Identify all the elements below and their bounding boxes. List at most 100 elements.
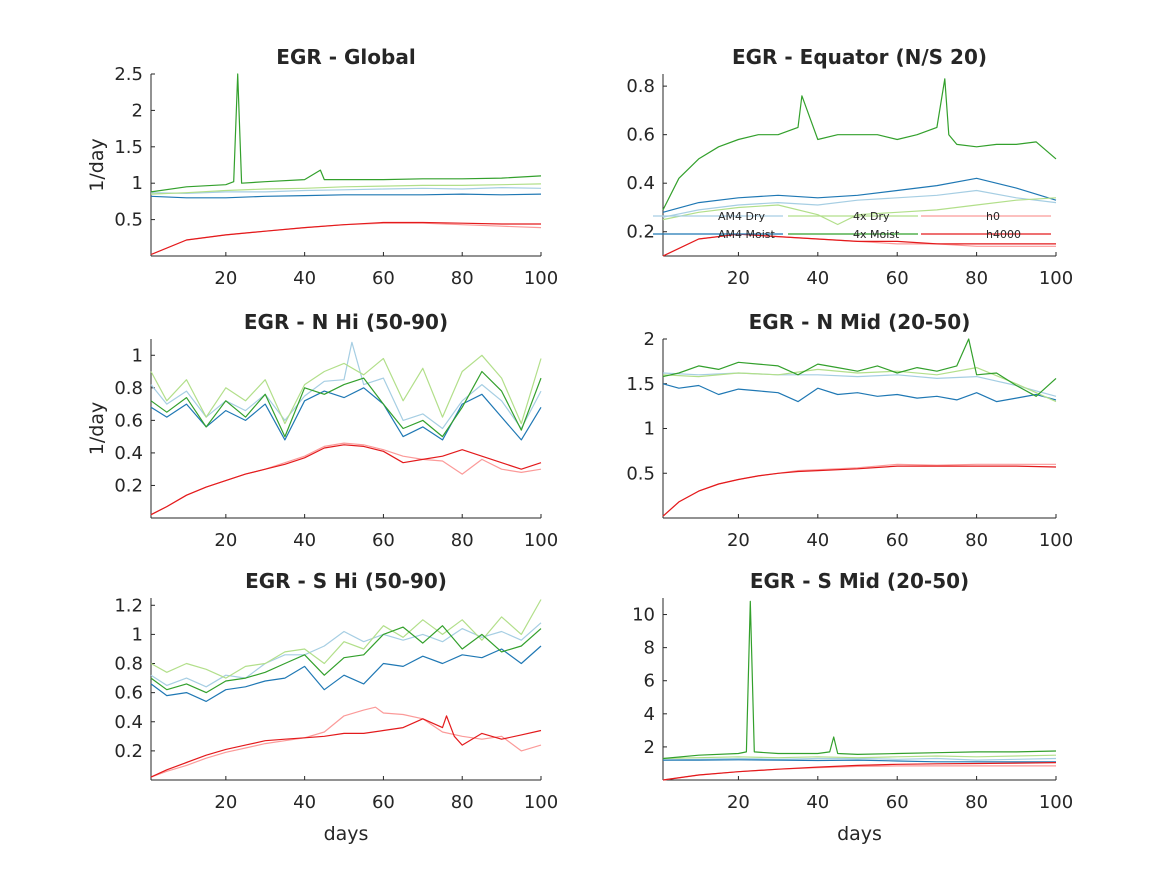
series-line-x4_dry xyxy=(150,354,542,425)
series-line-am4_dry xyxy=(662,757,1057,761)
y-tick-label: 0.8 xyxy=(626,76,655,97)
series-line-x4_dry xyxy=(150,599,542,679)
x-tick-label: 60 xyxy=(372,792,395,813)
y-tick-label: 1.5 xyxy=(114,137,143,158)
series-line-h4000 xyxy=(662,233,1056,257)
legend-label: AM4 Dry xyxy=(718,210,766,223)
y-axis-label: 1/day xyxy=(86,138,108,191)
y-tick-label: 0.2 xyxy=(626,222,655,243)
y-tick-label: 0.6 xyxy=(114,683,143,704)
x-tick-label: 20 xyxy=(727,792,750,813)
x-tick-label: 40 xyxy=(806,792,829,813)
series-line-am4_dry xyxy=(150,622,542,688)
y-tick-label: 2.5 xyxy=(114,64,143,85)
y-tick-label: 1.2 xyxy=(114,595,143,616)
x-tick-label: 40 xyxy=(806,268,829,289)
panel-title: EGR - S Hi (50-90) xyxy=(245,569,447,593)
series-line-am4_dry xyxy=(662,189,1057,218)
panel-nmid: 20 40 60 80 100 0.5 1 1.5 2 EGR - N Mid (20-50) xyxy=(626,310,1073,551)
x-tick-label: 20 xyxy=(214,530,237,551)
x-tick-label: 80 xyxy=(965,792,988,813)
x-tick-label: 100 xyxy=(1039,792,1073,813)
y-tick-label: 0.5 xyxy=(114,210,143,231)
series-line-h0 xyxy=(662,463,1056,517)
series-line-h0 xyxy=(150,222,542,256)
y-tick-label: 1 xyxy=(132,345,143,366)
series-line-am4_moist xyxy=(662,383,1057,403)
x-tick-label: 100 xyxy=(524,530,558,551)
y-tick-label: 2 xyxy=(644,329,655,350)
x-tick-label: 100 xyxy=(1039,268,1073,289)
y-tick-label: 0.8 xyxy=(114,378,143,399)
series-group xyxy=(662,338,1057,517)
series-line-am4_moist xyxy=(663,759,1056,763)
panel-global: 20 40 60 80 100 0.5 1 1.5 2 2.5 EGR - Global 1/day xyxy=(86,45,558,289)
y-tick-label: 0.4 xyxy=(114,712,143,733)
y-tick-label: 2 xyxy=(132,100,143,121)
series-line-h4000 xyxy=(150,715,542,778)
series-line-x4_dry xyxy=(150,183,542,195)
y-tick-label: 1.5 xyxy=(626,374,655,395)
x-tick-label: 60 xyxy=(886,792,909,813)
x-tick-label: 20 xyxy=(214,792,237,813)
x-tick-label: 60 xyxy=(372,530,395,551)
series-group xyxy=(150,599,542,778)
x-tick-label: 40 xyxy=(293,792,316,813)
x-tick-label: 100 xyxy=(524,268,558,289)
series-group xyxy=(150,73,542,256)
x-tick-label: 20 xyxy=(727,530,750,551)
y-axis-label: 1/day xyxy=(86,402,108,455)
x-tick-label: 80 xyxy=(965,530,988,551)
series-group xyxy=(150,341,542,516)
series-line-x4_moist xyxy=(662,600,1057,760)
x-tick-label: 60 xyxy=(886,268,909,289)
series-group xyxy=(662,78,1057,257)
y-tick-label: 0.6 xyxy=(114,410,143,431)
series-line-am4_dry xyxy=(150,187,542,194)
legend-label: AM4 Moist xyxy=(718,228,776,241)
x-tick-label: 40 xyxy=(293,530,316,551)
x-tick-label: 80 xyxy=(451,792,474,813)
y-tick-label: 0.2 xyxy=(114,475,143,496)
x-tick-label: 60 xyxy=(372,268,395,289)
series-line-h4000 xyxy=(150,444,542,516)
y-tick-label: 10 xyxy=(632,605,655,626)
y-tick-label: 0.6 xyxy=(626,125,655,146)
y-tick-label: 1 xyxy=(132,624,143,645)
y-tick-label: 0.8 xyxy=(114,654,143,675)
y-tick-label: 8 xyxy=(644,638,655,659)
series-line-am4_moist xyxy=(150,193,542,199)
series-line-x4_dry xyxy=(662,367,1057,403)
y-tick-label: 2 xyxy=(644,737,655,758)
series-line-h4000 xyxy=(662,762,1057,781)
x-tick-label: 20 xyxy=(214,268,237,289)
panel-title: EGR - N Mid (20-50) xyxy=(749,310,971,334)
series-line-x4_dry xyxy=(662,754,1057,760)
series-line-am4_dry xyxy=(150,341,542,430)
series-line-h4000 xyxy=(662,465,1057,517)
x-tick-label: 80 xyxy=(451,268,474,289)
panel-title: EGR - S Mid (20-50) xyxy=(750,569,969,593)
legend-label: h0 xyxy=(986,210,1000,223)
series-line-am4_moist xyxy=(150,387,542,441)
x-tick-label: 60 xyxy=(886,530,909,551)
series-line-x4_moist xyxy=(662,338,1057,397)
y-tick-label: 0.5 xyxy=(626,463,655,484)
y-tick-label: 0.2 xyxy=(114,741,143,762)
legend-label: 4x Dry xyxy=(853,210,890,223)
series-line-h0 xyxy=(150,706,542,778)
x-tick-label: 100 xyxy=(1039,530,1073,551)
x-tick-label: 20 xyxy=(727,268,750,289)
series-line-x4_dry xyxy=(662,197,1057,226)
series-line-x4_moist xyxy=(150,73,542,193)
y-tick-label: 6 xyxy=(644,671,655,692)
series-line-x4_moist xyxy=(150,370,542,438)
x-tick-label: 80 xyxy=(451,530,474,551)
series-line-am4_moist xyxy=(150,645,542,703)
x-tick-label: 40 xyxy=(806,530,829,551)
series-group xyxy=(662,600,1057,781)
y-tick-label: 0.4 xyxy=(626,173,655,194)
legend-label: 4x Moist xyxy=(853,228,900,241)
series-line-h0 xyxy=(150,442,542,516)
y-tick-label: 4 xyxy=(644,704,655,725)
